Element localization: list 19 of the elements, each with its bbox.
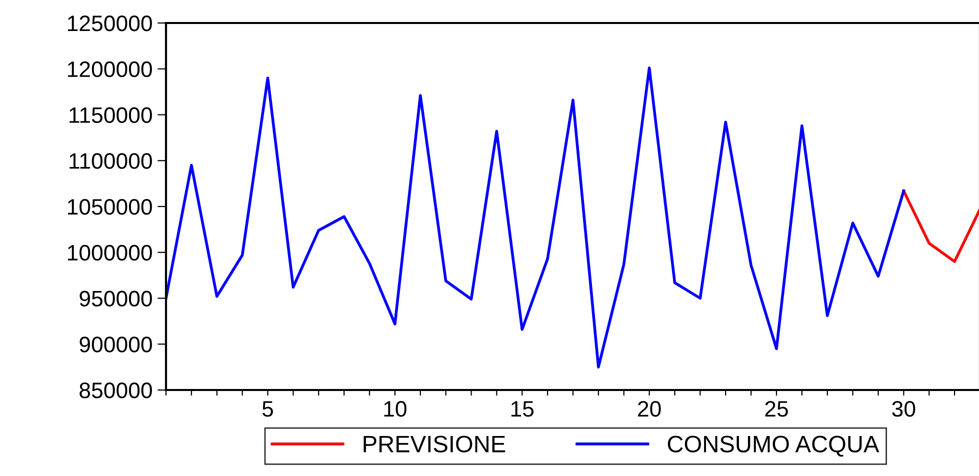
line-series <box>166 66 906 368</box>
x-tick-label: 30 <box>892 401 916 417</box>
y-tick-label: 1100000 <box>70 153 152 169</box>
x-tick-label: 20 <box>638 401 661 417</box>
y-tick-label: 850000 <box>80 382 152 398</box>
x-tick-label: 10 <box>384 401 406 417</box>
x-tick-label: 5 <box>262 401 273 417</box>
legend-label: PREVISIONE <box>364 436 506 452</box>
y-tick-label: 1000000 <box>68 244 152 261</box>
y-tick-label: 900000 <box>80 336 152 352</box>
x-tick-label: 15 <box>511 401 534 417</box>
legend-label: CONSUMO ACQUA <box>668 436 880 457</box>
y-tick-label: 1150000 <box>70 107 152 124</box>
y-tick-label: 950000 <box>80 290 152 307</box>
y-tick-label: 1050000 <box>68 199 152 215</box>
y-tick-label: 1200000 <box>68 61 152 78</box>
line-series <box>902 190 979 263</box>
x-tick-label: 25 <box>765 401 788 417</box>
y-tick-label: 1250000 <box>68 16 152 32</box>
